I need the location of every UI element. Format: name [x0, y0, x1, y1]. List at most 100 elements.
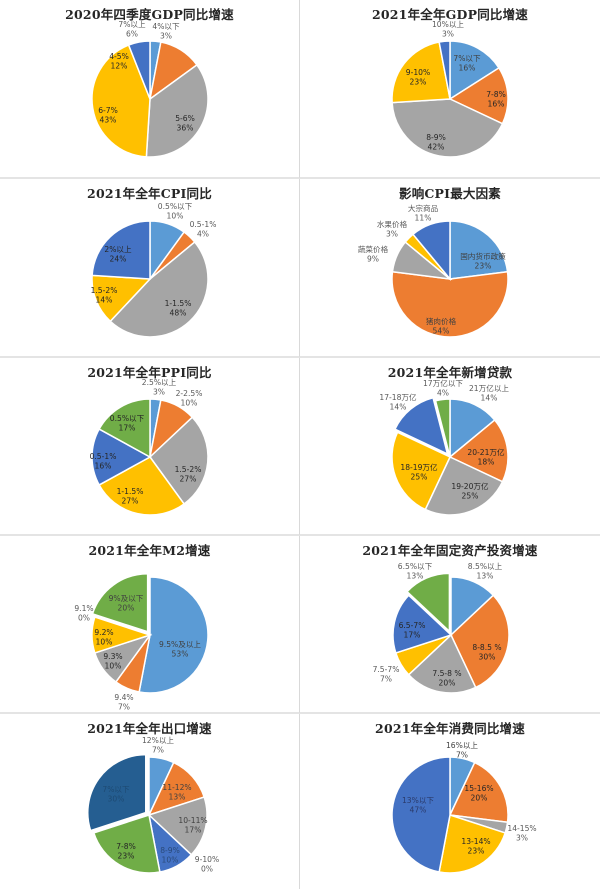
chart-title: 2021年全年PPI同比 [87, 365, 212, 380]
chart-panel-consumption-2021: 2021年全年消费同比增速 16%以上 7% 15-16% 20% 14-15% 3% 13… [300, 714, 600, 889]
slice-label: 9-10% 23% [406, 68, 430, 87]
pie-chart: 7%以下 16% 7-8% 16% 8-9% 42% 9-10% 23% 10%以上 3% [391, 20, 509, 158]
chart-title: 2021年全年CPI同比 [87, 186, 212, 201]
pie-slice [406, 572, 451, 634]
slice-label: 9.1% 0% [74, 604, 93, 623]
slice-label: 4-5% 12% [109, 52, 129, 71]
chart-title: 2020年四季度GDP同比增速 [65, 7, 234, 22]
slice-label: 0.5%以下 10% [158, 202, 193, 221]
slice-label: 4%以下 3% [152, 22, 180, 41]
pie-slice [391, 431, 451, 511]
pie-slice [91, 274, 152, 323]
slice-label: 5-6% 36% [175, 114, 195, 133]
pie-slice [448, 418, 509, 483]
pie-slice [407, 633, 477, 694]
chart-panel-exports-2021: 2021年全年出口增速 12%以上 7% 11-12% 13% 10-11% 17% 9-1… [0, 714, 300, 889]
slice-label: 16%以上 7% [446, 741, 478, 760]
slice-label: 9.5%及以上 53% [159, 640, 201, 659]
slice-label: 2-2.5% 10% [176, 389, 203, 408]
slice-label: 8.5%以上 13% [468, 562, 503, 581]
pie-slice [391, 41, 451, 104]
pie-chart: 21万亿以上 14% 20-21万亿 18% 19-20万亿 25% 18-19万亿 25% 1… [379, 378, 509, 516]
slice-label: 蔬菜价格 9% [358, 244, 389, 264]
slice-label: 9.4% 7% [114, 693, 133, 712]
pie-slice [449, 40, 501, 101]
slice-label: 0.5%以下 17% [110, 414, 145, 433]
slice-label: 9%及以下 20% [109, 594, 144, 613]
pie-slice [91, 220, 151, 280]
pie-slice [109, 240, 209, 338]
slice-label: 9.2% 10% [94, 628, 113, 647]
pie-slice [392, 594, 453, 654]
pie-slice [448, 66, 509, 125]
slice-label: 15-16% 20% [464, 784, 493, 803]
slice-label: 7-8% 16% [486, 90, 506, 109]
slice-label: 10-11% 17% [178, 816, 207, 835]
pie-chart: 16%以上 7% 15-16% 20% 14-15% 3% 13-14% 23% 13%以下 47… [391, 741, 537, 874]
slice-label: 7%以下 16% [453, 54, 481, 73]
chart-title: 影响CPI最大因素 [399, 186, 501, 201]
slice-label: 7%以下 30% [102, 785, 130, 804]
chart-title: 2021年全年固定资产投资增速 [362, 543, 538, 558]
chart-panel-m2-2021: 2021年全年M2增速 9.5%及以上 53% 9.4% 7% 9.3% 10% 9.2% 1… [0, 536, 300, 714]
slice-label: 水果价格 3% [377, 219, 408, 239]
slice-label: 20-21万亿 18% [467, 447, 505, 467]
slice-label: 13%以下 47% [402, 796, 434, 815]
pie-slice [424, 456, 504, 516]
chart-panel-fixed-investment-2021: 2021年全年固定资产投资增速 8.5%以上 13% 8-8.5 % 30% 7.5-8… [300, 536, 600, 714]
pie-slice [438, 814, 507, 874]
pie-slice [391, 270, 509, 338]
slice-label: 0.5-1% 4% [190, 220, 217, 239]
slice-label: 14-15% 3% [507, 824, 536, 843]
pie-chart: 9.5%及以上 53% 9.4% 7% 9.3% 10% 9.2% 10%9.1% 0% 9%及以… [74, 573, 209, 712]
pie-chart: 12%以上 7% 11-12% 13% 10-11% 17% 9-10% 0% 8-9% 10% 7… [87, 736, 219, 874]
pie-slice [91, 44, 151, 158]
slice-label: 7.5-7% 7% [373, 665, 400, 684]
slice-label: 17-18万亿 14% [379, 392, 417, 412]
slice-label: 6.5%以下 13% [398, 562, 433, 581]
slice-label: 猪肉价格 54% [426, 316, 457, 336]
chart-panel-cpi-2021: 2021年全年CPI同比 0.5%以下 10% 0.5-1% 4% 1-1.5% 48% 1… [0, 179, 300, 358]
pie-slice [145, 63, 209, 158]
slice-label: 国内货币政策 23% [460, 251, 506, 271]
chart-panel-new-loans-2021: 2021年全年新增贷款 21万亿以上 14% 20-21万亿 18% 19-20万亿 25… [300, 358, 600, 536]
pie-slice [438, 40, 451, 100]
slice-label: 8-8.5 % 30% [472, 643, 501, 662]
slice-label: 8-9% 10% [160, 846, 180, 865]
slice-label: 1.5-2% 14% [91, 286, 118, 305]
slice-label: 0.5-1% 16% [90, 452, 117, 471]
pie-slice [92, 814, 161, 874]
chart-panel-gdp-2021: 2021年全年GDP同比增速 7%以下 16% 7-8% 16% 8-9% 42% 9-10… [300, 0, 600, 179]
slice-label: 6-7% 43% [98, 106, 118, 125]
pie-slice [98, 456, 186, 516]
chart-title: 2021年全年新增贷款 [387, 365, 513, 380]
pie-chart: 0.5%以下 10%0.5-1% 4% 1-1.5% 48% 1.5-2% 14% 2%以上 2… [91, 202, 217, 338]
pie-chart: 国内货币政策 23% 猪肉价格 54% 蔬菜价格 9% 水果价格 3%大宗商品 11% [358, 203, 509, 338]
pie-slice [449, 220, 509, 280]
chart-title: 2021年全年M2增速 [88, 543, 211, 558]
slice-label: 1-1.5% 48% [165, 299, 192, 318]
slice-label: 19-20万亿 25% [451, 481, 489, 501]
pie-slice [91, 573, 149, 633]
slice-label: 1-1.5% 27% [117, 487, 144, 506]
slice-label: 21万亿以上 14% [469, 383, 509, 403]
slice-label: 17万亿以下 4% [423, 378, 463, 398]
pie-slice [91, 428, 152, 486]
slice-label: 13-14% 23% [461, 837, 490, 856]
pie-chart: 4%以下 3% 4-5% 12% 5-6% 36% 6-7% 43% 7%以上 6% [91, 20, 209, 158]
pie-slice [147, 796, 208, 856]
pie-slice [91, 616, 153, 654]
slice-label: 7%以上 6% [118, 20, 146, 39]
pie-chart: 2.5%以上 3% 2-2.5% 10% 1.5-2% 27% 1-1.5% 27%0.5-1… [90, 378, 209, 516]
pie-chart: 8.5%以上 13% 8-8.5 % 30% 7.5-8 % 20% 7.5-7% 7% 6.5… [373, 562, 510, 694]
pie-slice [449, 398, 496, 459]
slice-label: 18-19万亿 25% [400, 462, 438, 482]
pie-slice [149, 416, 209, 505]
slice-label: 7-8% 23% [116, 842, 136, 861]
pie-slice [391, 98, 504, 158]
slice-label: 6.5-7% 17% [399, 621, 426, 640]
pie-slice [393, 396, 449, 456]
pie-slice [138, 576, 209, 694]
slice-label: 8-9% 42% [426, 133, 446, 152]
